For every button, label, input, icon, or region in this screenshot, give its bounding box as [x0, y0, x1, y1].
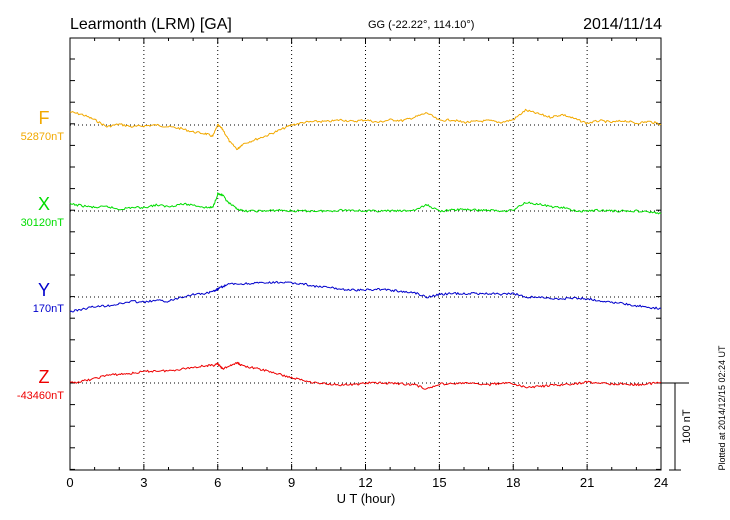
series-baseline-f: 52870nT — [21, 131, 65, 143]
x-tick-label: 15 — [432, 475, 446, 490]
series-line-y — [69, 280, 662, 313]
series-lines — [69, 108, 662, 390]
x-tick-label: 0 — [66, 475, 73, 490]
x-axis-label: U T (hour) — [337, 491, 396, 506]
series-baseline-x: 30120nT — [21, 217, 65, 229]
x-tick-label: 24 — [654, 475, 668, 490]
chart-date: 2014/11/14 — [583, 16, 662, 33]
x-tick-label: 21 — [580, 475, 594, 490]
series-name-y: Y — [38, 280, 50, 300]
scale-bar: 100 nT — [661, 382, 693, 471]
x-tick-label: 12 — [358, 475, 372, 490]
series-labels: F 52870nT X 30120nT Y 170nT Z -43460nT — [17, 108, 64, 402]
chart-title: Learmonth (LRM) [GA] — [70, 16, 232, 33]
x-ticks: 0 3 6 9 12 15 18 21 24 — [66, 38, 668, 490]
x-tick-label: 6 — [214, 475, 221, 490]
series-name-z: Z — [39, 367, 50, 387]
series-line-z — [69, 361, 662, 390]
x-tick-label: 18 — [506, 475, 520, 490]
series-name-f: F — [39, 108, 50, 128]
series-baseline-z: -43460nT — [17, 390, 64, 402]
series-name-x: X — [38, 194, 50, 214]
station-coords: GG (-22.22°, 114.10°) — [368, 19, 474, 31]
scale-bar-label: 100 nT — [681, 409, 693, 444]
series-baseline-y: 170nT — [33, 303, 64, 315]
x-tick-label: 3 — [140, 475, 147, 490]
series-line-x — [69, 192, 662, 215]
x-tick-label: 9 — [288, 475, 295, 490]
grid — [70, 38, 661, 470]
plotted-note: Plotted at 2014/12/15 02:24 UT — [717, 345, 727, 471]
series-line-f — [69, 108, 662, 151]
